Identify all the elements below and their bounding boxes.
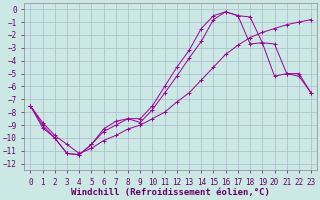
X-axis label: Windchill (Refroidissement éolien,°C): Windchill (Refroidissement éolien,°C) [71, 188, 270, 197]
